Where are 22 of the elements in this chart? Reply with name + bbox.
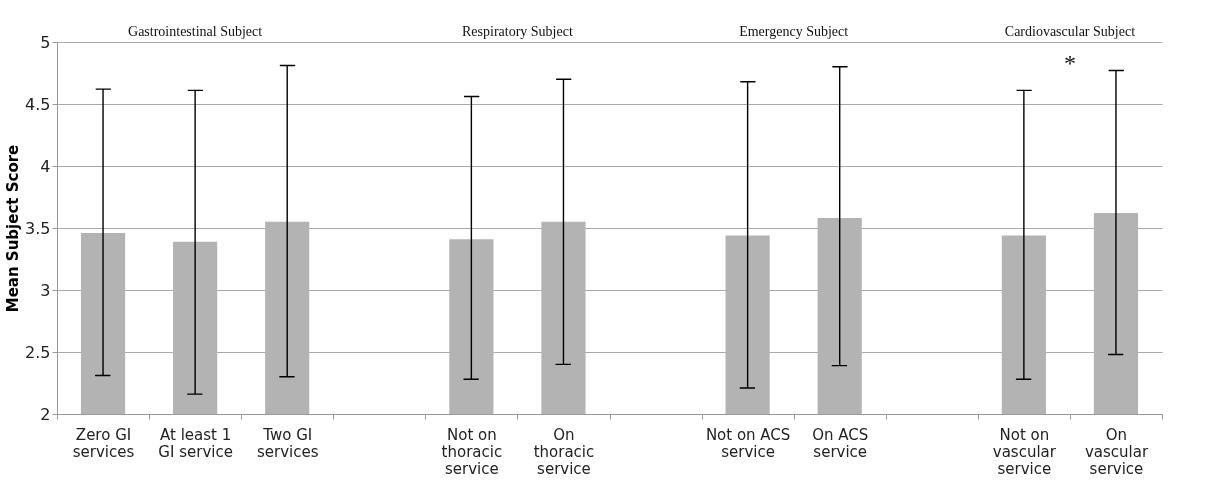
x-tick-label: Not on ACS service bbox=[705, 425, 791, 461]
text: Gastrointestinal Subject bbox=[128, 24, 263, 39]
y-tick-label: 4 bbox=[40, 156, 51, 176]
x-tick-label: At least 1 GI service bbox=[158, 425, 233, 461]
text: Cardiovascular Subject bbox=[1004, 24, 1136, 39]
x-tick-label: Not on vascular service bbox=[992, 425, 1057, 478]
y-tick-label: 2 bbox=[40, 404, 51, 424]
text: Emergency Subject bbox=[739, 24, 849, 39]
y-tick-label: 4.5 bbox=[25, 94, 51, 114]
x-tick-label: Not on thoracic service bbox=[441, 425, 503, 478]
y-tick-label: 5 bbox=[40, 32, 51, 52]
annotation: * bbox=[1063, 50, 1076, 77]
y-axis-title: Mean Subject Score bbox=[4, 144, 23, 313]
text: Respiratory Subject bbox=[462, 24, 573, 39]
x-tick-label: Two GI services bbox=[256, 425, 319, 461]
y-tick-label: 3.5 bbox=[25, 218, 51, 238]
x-tick-label: Zero GI services bbox=[72, 425, 135, 461]
y-tick-label: 2.5 bbox=[25, 342, 51, 362]
x-tick-label: On ACS service bbox=[812, 425, 869, 461]
y-tick-label: 3 bbox=[40, 280, 51, 300]
x-tick-label: On thoracic service bbox=[533, 425, 595, 478]
x-tick-label: On vascular service bbox=[1084, 425, 1149, 478]
